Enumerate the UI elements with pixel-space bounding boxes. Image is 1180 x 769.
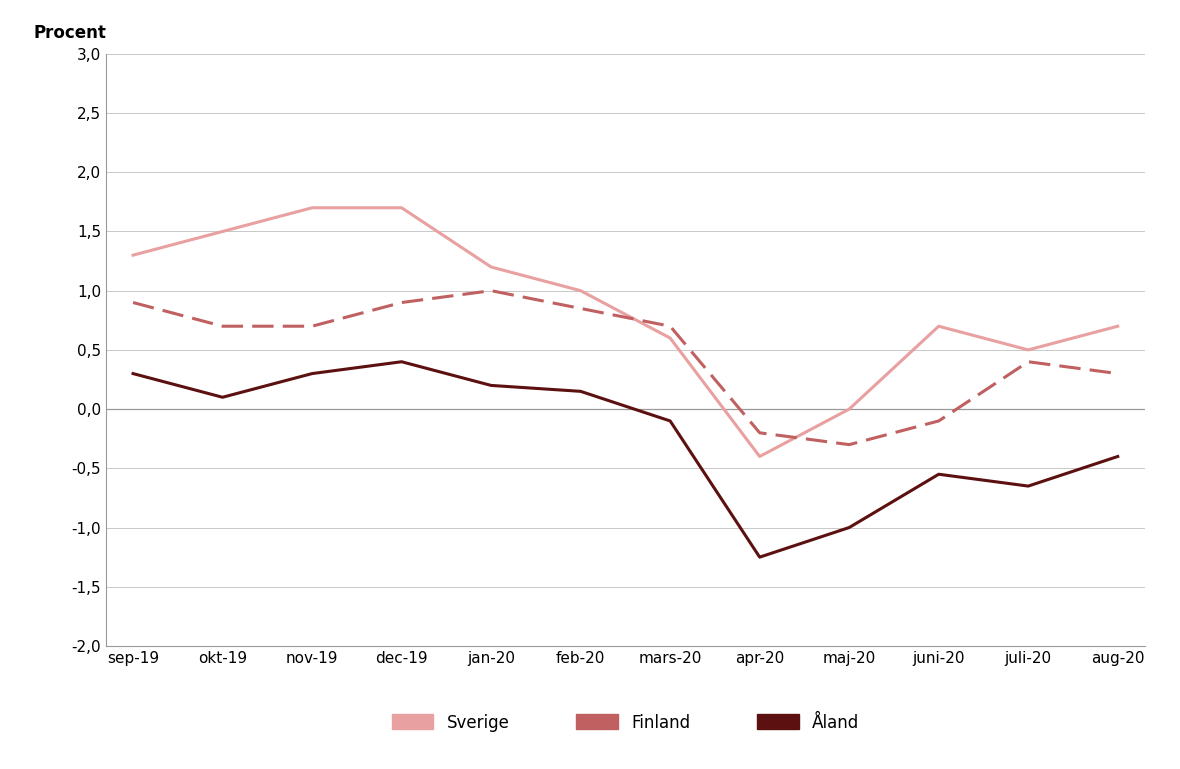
Sverige <box>1021 345 1035 355</box>
Åland <box>753 552 767 561</box>
Sverige <box>932 321 946 331</box>
Finland <box>663 321 677 331</box>
Åland <box>573 387 588 396</box>
Sverige <box>126 251 140 260</box>
Åland <box>932 470 946 479</box>
Åland <box>484 381 498 390</box>
Line: Åland: Åland <box>133 361 1117 557</box>
Sverige <box>394 203 408 212</box>
Åland <box>304 369 319 378</box>
Åland <box>394 357 408 366</box>
Sverige <box>484 262 498 271</box>
Finland <box>126 298 140 307</box>
Finland <box>1110 369 1125 378</box>
Sverige <box>753 452 767 461</box>
Sverige <box>304 203 319 212</box>
Finland <box>1021 357 1035 366</box>
Text: Procent: Procent <box>33 24 106 42</box>
Finland <box>304 321 319 331</box>
Legend: Sverige, Finland, Åland: Sverige, Finland, Åland <box>392 714 859 731</box>
Sverige <box>573 286 588 295</box>
Sverige <box>663 334 677 343</box>
Finland <box>394 298 408 307</box>
Finland <box>573 304 588 313</box>
Åland <box>843 523 857 532</box>
Finland <box>843 440 857 449</box>
Åland <box>216 393 230 402</box>
Line: Sverige: Sverige <box>133 208 1117 457</box>
Sverige <box>216 227 230 236</box>
Åland <box>1021 481 1035 491</box>
Finland <box>484 286 498 295</box>
Sverige <box>843 404 857 414</box>
Finland <box>932 416 946 425</box>
Finland <box>753 428 767 438</box>
Åland <box>126 369 140 378</box>
Sverige <box>1110 321 1125 331</box>
Åland <box>1110 452 1125 461</box>
Åland <box>663 416 677 425</box>
Finland <box>216 321 230 331</box>
Line: Finland: Finland <box>133 291 1117 444</box>
